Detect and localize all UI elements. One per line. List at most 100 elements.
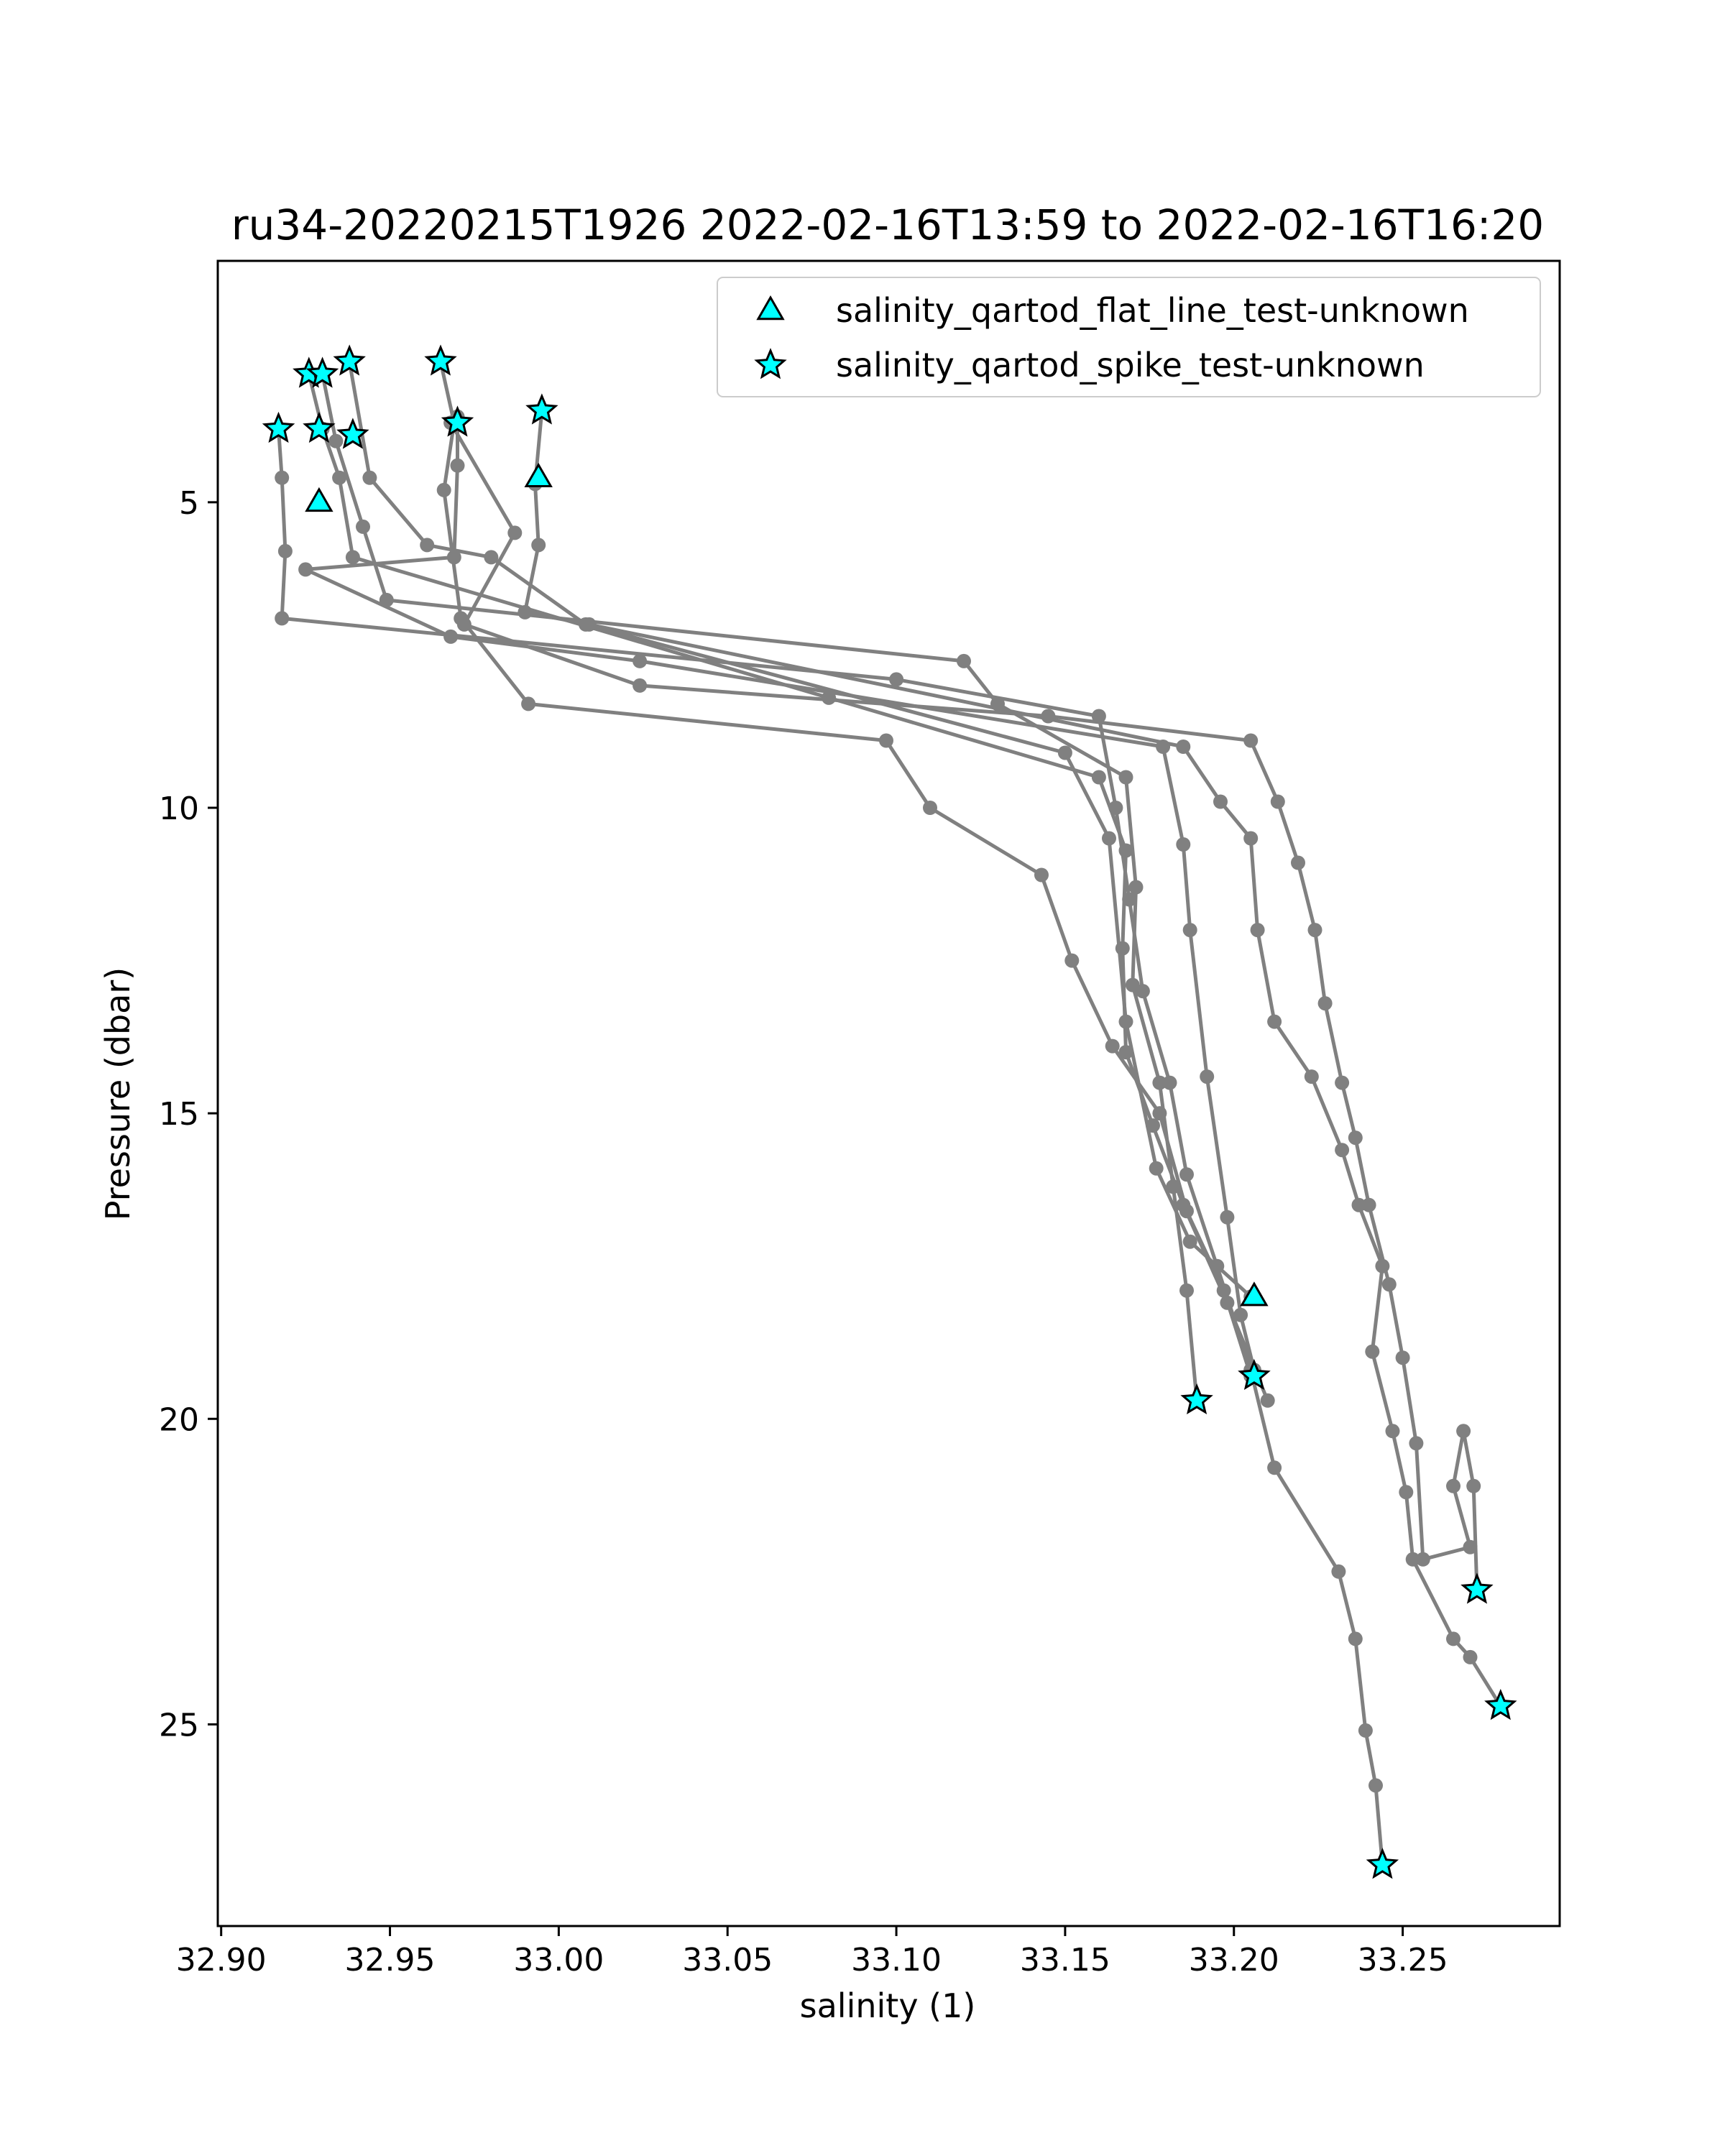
profile-point	[345, 550, 360, 565]
profile-point	[1456, 1424, 1471, 1439]
profile-point	[1335, 1075, 1350, 1090]
profile-point	[1409, 1436, 1424, 1451]
profile-point	[1446, 1631, 1460, 1646]
legend-star-icon	[754, 348, 787, 379]
profile-point	[1213, 794, 1228, 809]
profile-point	[446, 550, 461, 565]
profile-point	[1361, 1197, 1376, 1212]
spike-flag-marker	[262, 411, 295, 443]
profile-point	[1304, 1069, 1319, 1084]
profile-point	[1395, 1350, 1410, 1365]
profile-point	[1317, 996, 1333, 1011]
profile-point	[356, 519, 370, 534]
profile-point	[332, 470, 347, 485]
profile-point	[1335, 1143, 1350, 1158]
profile-line-8	[448, 422, 1479, 1590]
spike-flag-marker	[1366, 1848, 1399, 1879]
profile-point	[1166, 1179, 1181, 1194]
profile-point	[1118, 1045, 1133, 1060]
profile-point	[1446, 1478, 1460, 1493]
profile-point	[1291, 855, 1305, 870]
profile-point	[1348, 1130, 1363, 1146]
spike-flag-marker	[336, 418, 369, 449]
profile-point	[1091, 770, 1106, 785]
profile-point	[420, 538, 435, 553]
profile-point	[632, 678, 648, 693]
profile-point	[1365, 1344, 1380, 1359]
profile-point	[1463, 1539, 1478, 1554]
legend-label: salinity_qartod_spike_test-unknown	[836, 346, 1425, 384]
profile-point	[1179, 1204, 1194, 1219]
spike-flag-marker	[424, 344, 457, 376]
profile-point	[1152, 1075, 1167, 1090]
profile-point	[1463, 1649, 1478, 1664]
profile-point	[1331, 1564, 1346, 1579]
flat-line-flag-marker	[305, 487, 334, 512]
x-tick-label: 33.00	[513, 1942, 604, 1978]
profile-point	[1270, 794, 1285, 809]
legend-label: salinity_qartod_flat_line_test-unknown	[836, 291, 1469, 330]
x-axis-label: salinity (1)	[800, 1986, 976, 2025]
profile-point	[484, 550, 499, 565]
flat-line-flag-marker	[524, 462, 553, 487]
profile-point	[923, 801, 937, 815]
profile-point	[581, 617, 597, 632]
profile-point	[456, 617, 472, 632]
profile-point	[1368, 1778, 1383, 1793]
x-tick-label: 33.10	[851, 1942, 942, 1978]
profile-point	[443, 629, 459, 644]
spike-flag-marker	[1484, 1689, 1517, 1720]
profile-point	[1091, 709, 1106, 724]
profile-point	[1405, 1552, 1420, 1567]
profile-point	[1182, 1234, 1197, 1249]
profile-point	[1064, 953, 1080, 968]
spike-flag-marker	[525, 393, 558, 425]
x-axis-ticks: 32.90 32.95 33.00 33.05 33.10 33.15 33.20 33.25	[176, 1926, 1448, 1978]
profile-point	[1179, 1283, 1194, 1298]
y-axis-ticks: 5 10 15 20 25	[159, 485, 218, 1743]
profile-point	[1233, 1307, 1248, 1322]
profile-point	[1307, 923, 1322, 938]
profile-point	[957, 653, 971, 668]
x-tick-label: 33.20	[1189, 1942, 1279, 1978]
y-axis-label: Pressure (dbar)	[98, 967, 137, 1220]
profile-point	[1176, 740, 1191, 754]
profile-point	[1381, 1277, 1397, 1292]
legend: salinity_qartod_flat_line_test-unknownsa…	[717, 277, 1541, 397]
profile-point	[1118, 1014, 1133, 1029]
y-tick-label: 15	[159, 1096, 199, 1133]
profile-point	[1105, 1038, 1120, 1054]
profile-point	[1466, 1478, 1481, 1493]
x-tick-label: 33.05	[682, 1942, 773, 1978]
spike-flag-marker	[303, 411, 336, 443]
profile-point	[1358, 1723, 1373, 1738]
profile-point	[1125, 977, 1140, 992]
profile-point	[1182, 923, 1197, 938]
profile-point	[1415, 1552, 1430, 1567]
profile-point	[275, 470, 290, 485]
profile-point	[1149, 1161, 1164, 1176]
profile-point	[1260, 1393, 1275, 1408]
profile-point	[879, 733, 893, 748]
profile-point	[1034, 867, 1049, 883]
legend-box	[717, 277, 1541, 397]
profile-point	[632, 653, 648, 668]
profile-point	[507, 525, 523, 540]
profile-point	[518, 604, 533, 619]
profile-point	[1057, 745, 1072, 760]
profile-point	[531, 538, 546, 553]
y-tick-label: 5	[179, 485, 199, 522]
profile-line-5	[438, 361, 1253, 1377]
x-tick-label: 32.95	[345, 1942, 436, 1978]
profile-point	[328, 433, 344, 448]
profile-point	[436, 482, 451, 497]
profile-point	[1200, 1069, 1215, 1084]
plot-frame	[216, 259, 1561, 1927]
x-tick-label: 33.25	[1358, 1942, 1448, 1978]
profile-point	[889, 672, 904, 687]
chart-title: ru34-20220215T1926 2022-02-16T13:59 to 2…	[231, 201, 1544, 249]
spike-flag-marker	[1238, 1358, 1271, 1391]
spike-flag-marker	[441, 405, 474, 437]
profile-point	[1102, 831, 1116, 846]
y-tick-label: 20	[159, 1401, 199, 1438]
